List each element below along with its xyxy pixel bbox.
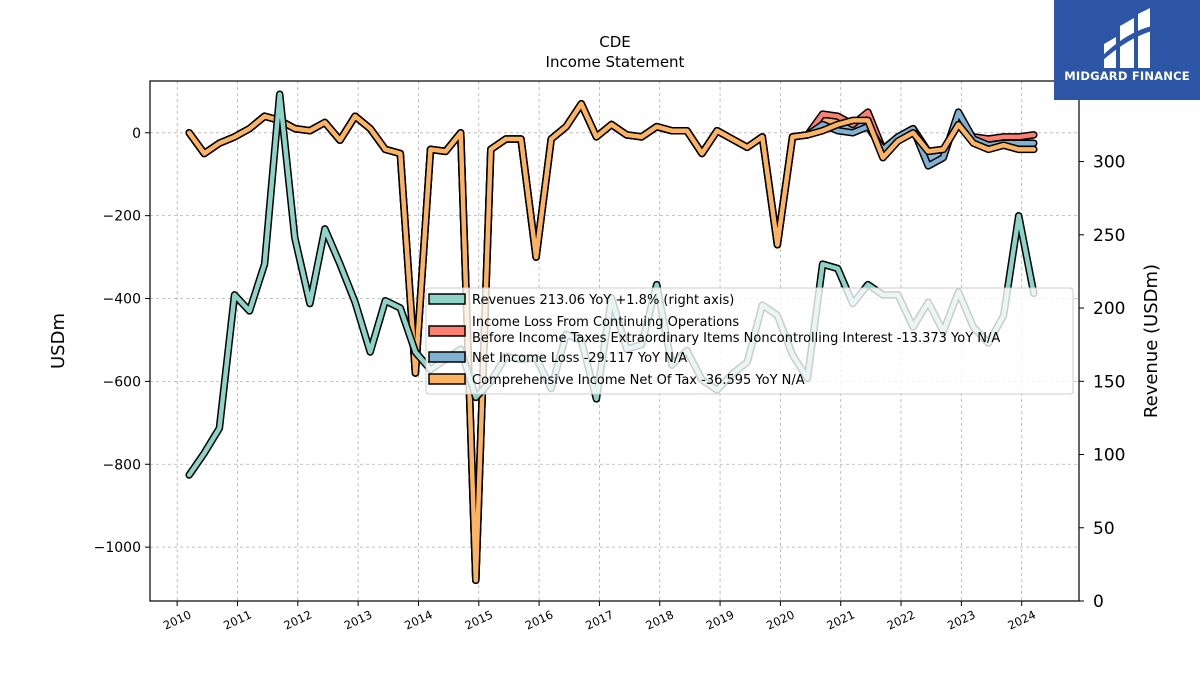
legend: Revenues 213.06 YoY +1.8% (right axis) In… <box>425 287 1074 395</box>
chart-title: CDE <box>599 33 631 51</box>
x-tick-label: 2022 <box>885 607 917 632</box>
chart-subtitle: Income Statement <box>546 53 685 71</box>
y-tick-label: −800 <box>103 457 141 473</box>
brand-logo: MIDGARD FINANCE <box>1054 0 1200 100</box>
legend-swatch-2 <box>428 351 466 363</box>
x-tick-label: 2019 <box>704 607 736 632</box>
x-tick-label: 2020 <box>764 607 796 632</box>
series-line-3 <box>186 101 1037 583</box>
legend-label-0: Revenues 213.06 YoY +1.8% (right axis) <box>472 293 734 308</box>
y2-tick-label: 0 <box>1093 592 1104 612</box>
y2-tick-label: 250 <box>1093 226 1125 246</box>
x-tick-label: 2021 <box>824 607 856 632</box>
y2-tick-label: 150 <box>1093 372 1125 392</box>
legend-label-1-line2: Before Income Taxes Extraordinary Items … <box>472 331 1000 346</box>
x-tick-label: 2013 <box>342 607 374 632</box>
y2-tick-label: 300 <box>1093 153 1125 173</box>
x-tick-label: 2024 <box>1005 607 1037 632</box>
y2-tick-label: 100 <box>1093 446 1125 466</box>
y2-tick-label: 50 <box>1093 519 1115 539</box>
x-tick-label: 2018 <box>644 607 676 632</box>
right-axis-label: Revenue (USDm) <box>1141 264 1162 418</box>
x-tick-label: 2023 <box>945 607 977 632</box>
legend-label-2: Net Income Loss -29.117 YoY N/A <box>472 351 687 366</box>
logo-mark-icon <box>1102 8 1152 68</box>
y-tick-label: −400 <box>103 292 141 308</box>
logo-text: MIDGARD FINANCE <box>1064 69 1190 83</box>
x-tick-label: 2017 <box>583 607 615 632</box>
legend-label-1-line1: Income Loss From Continuing Operations <box>472 315 739 330</box>
legend-swatch-3 <box>428 373 466 385</box>
x-tick-label: 2010 <box>161 607 193 632</box>
right-axis-ticks: 0 50 100 150 200 250 300 <box>1079 153 1125 612</box>
x-tick-label: 2014 <box>402 607 434 632</box>
x-tick-label: 2011 <box>221 607 253 632</box>
x-tick-label: 2012 <box>282 607 314 632</box>
plot-frame <box>149 80 1080 602</box>
y-tick-label: −1000 <box>94 540 141 556</box>
y-tick-label: 0 <box>132 126 141 142</box>
y2-tick-label: 200 <box>1093 299 1125 319</box>
x-tick-label: 2016 <box>523 607 555 632</box>
x-tick-label: 2015 <box>463 607 495 632</box>
left-axis-label: USDm <box>48 313 69 369</box>
series-lines <box>185 90 1038 585</box>
legend-swatch-1 <box>428 325 466 337</box>
series-line-0 <box>186 91 1037 478</box>
y-tick-label: −200 <box>103 209 141 225</box>
x-axis-ticks: 2010 2011 2012 2013 2014 2015 2016 2017 2018 2019… <box>161 601 1038 633</box>
legend-swatch-0 <box>428 293 466 305</box>
left-axis-ticks: 0 −200 −400 −600 −800 −1000 <box>94 126 150 556</box>
legend-label-3: Comprehensive Income Net Of Tax -36.595 … <box>472 373 805 388</box>
legend-box <box>425 287 1074 395</box>
y-tick-label: −600 <box>103 374 141 390</box>
